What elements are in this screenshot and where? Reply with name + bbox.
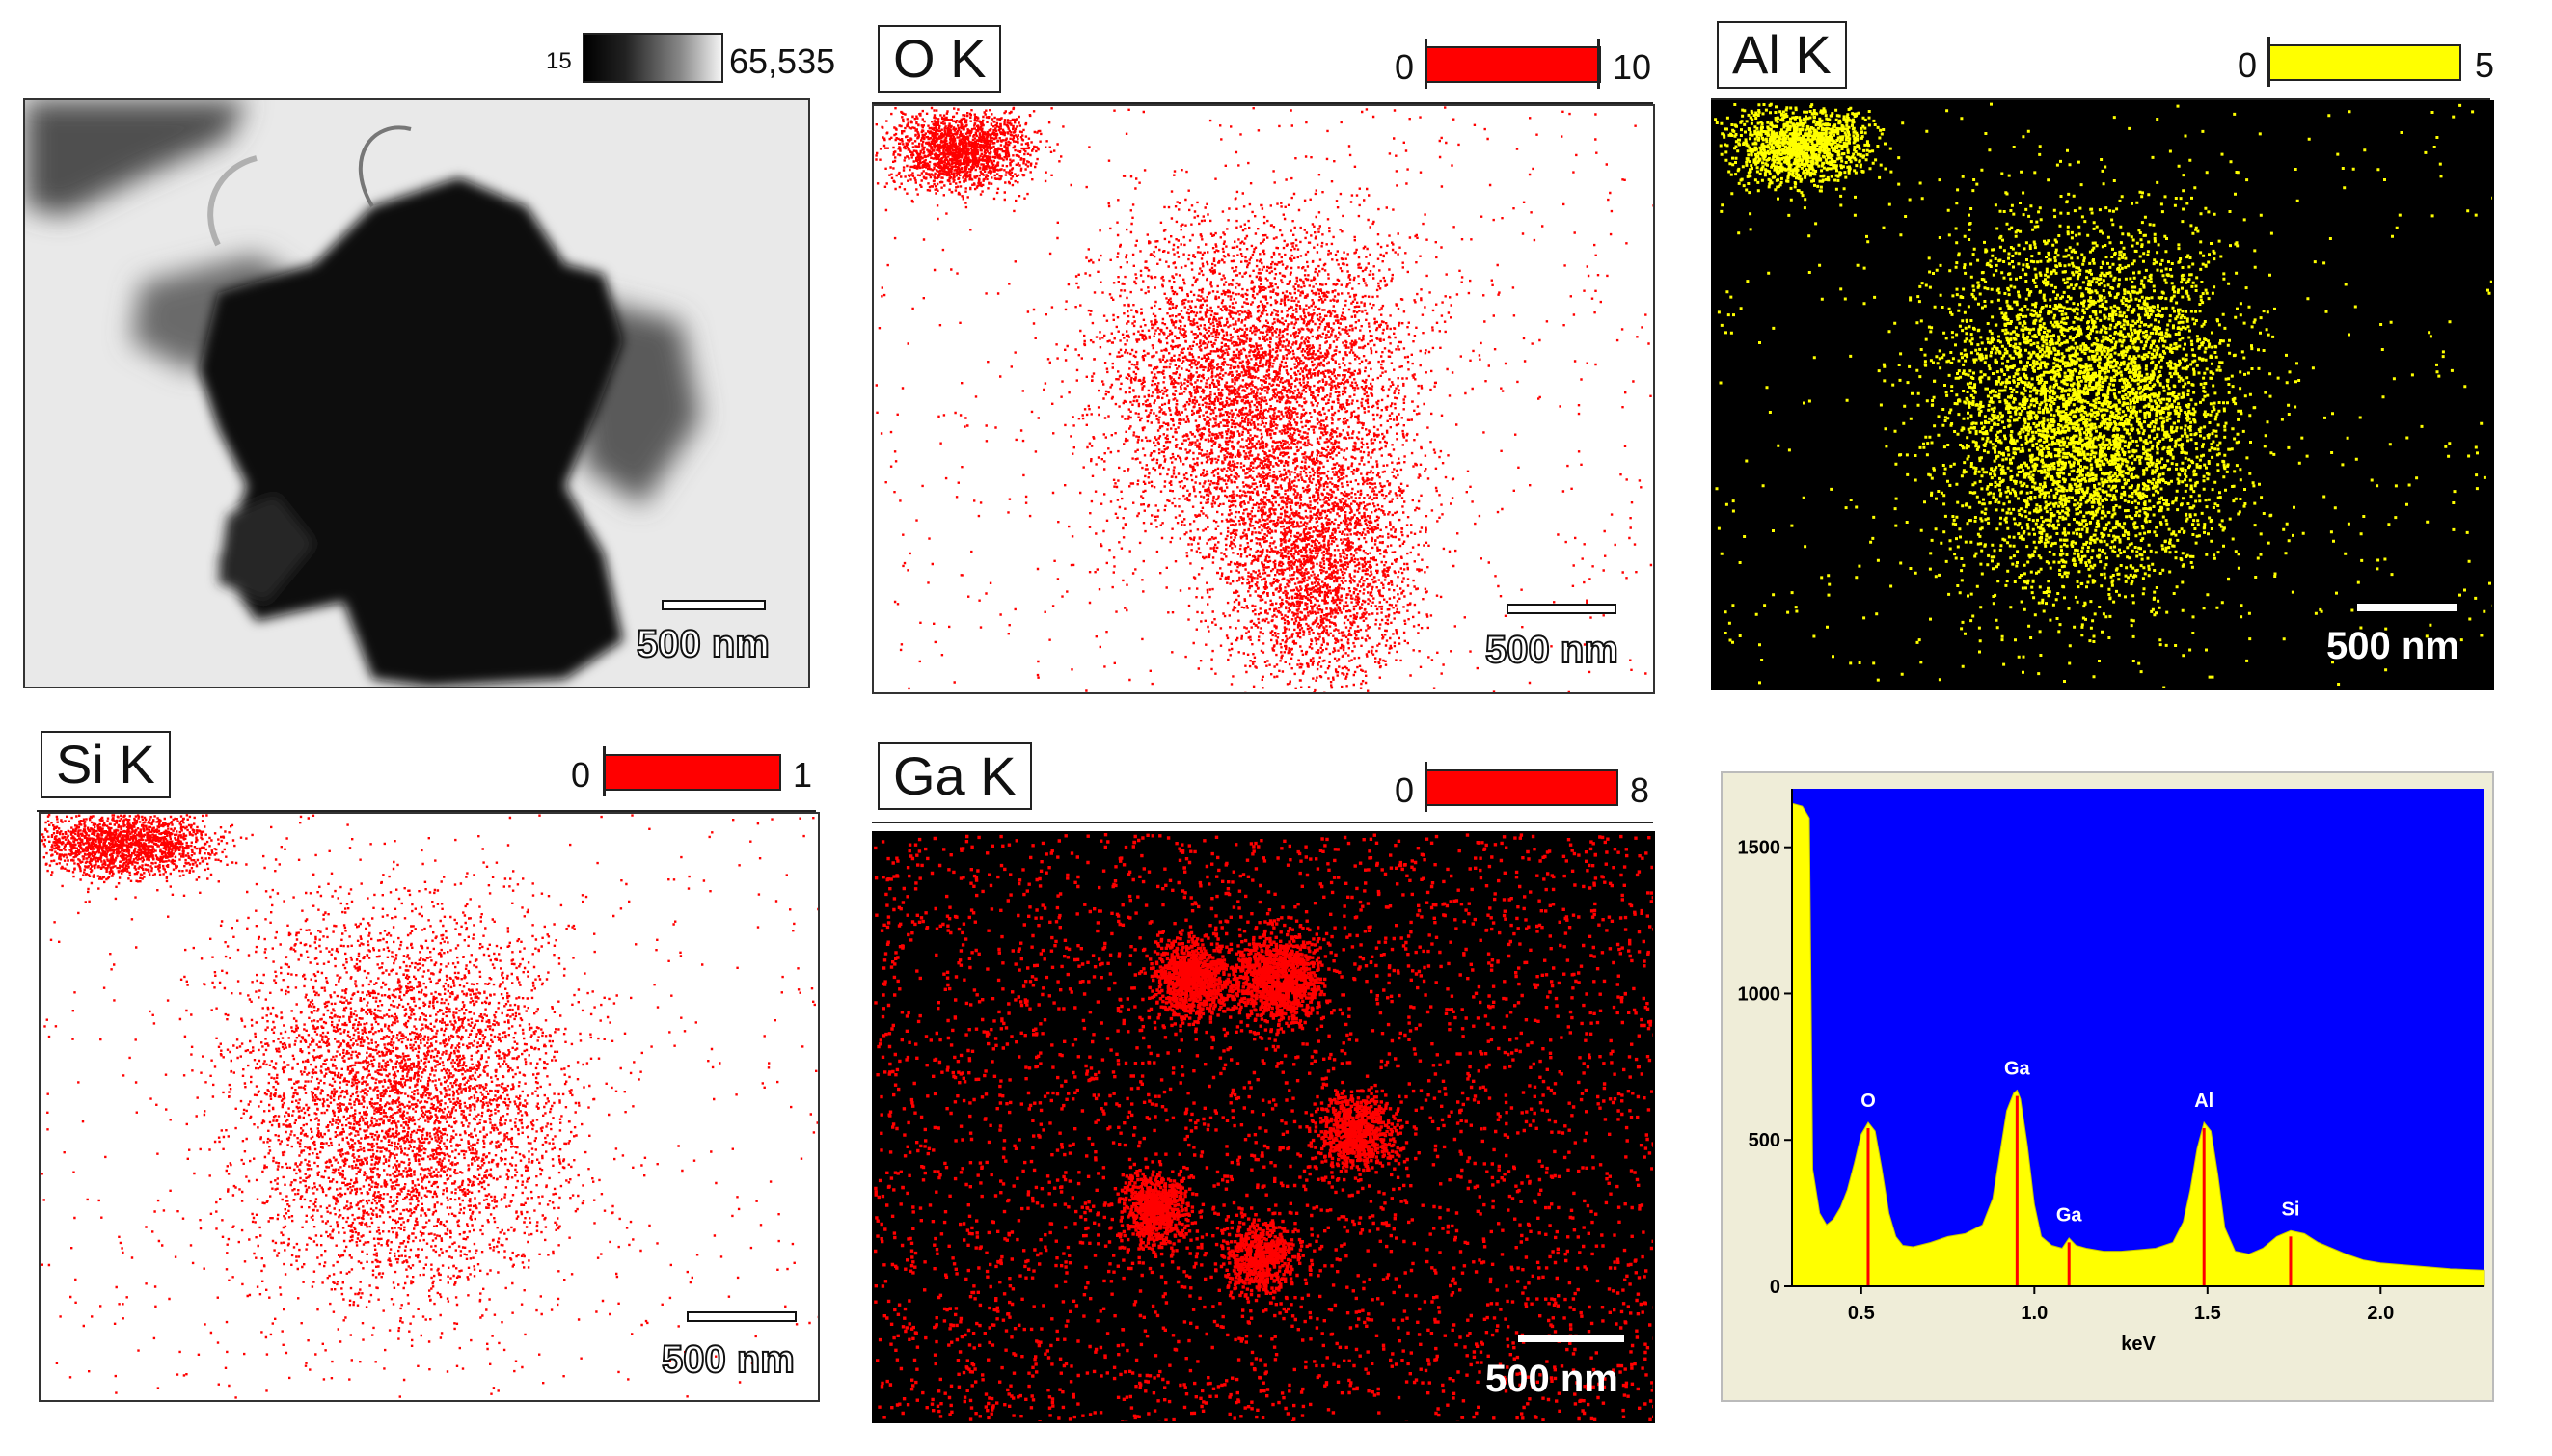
si-colorbar-max: 1 xyxy=(793,755,813,795)
x-tick-label-1: 1.0 xyxy=(2021,1303,2048,1324)
o-colorbar-min: 0 xyxy=(1395,47,1415,87)
peak-label-2: Ga xyxy=(2056,1204,2083,1226)
peak-label-0: O xyxy=(1860,1091,1876,1112)
x-tick-label-3: 2.0 xyxy=(2367,1303,2394,1324)
o-scale-label: 500 nm xyxy=(1484,628,1619,672)
tem-colorbar xyxy=(583,33,723,83)
eds-spectrum-chart: O Ga Ga Al Si 0 500 1000 1500 0.5 1.0 1.5 2.0 keV xyxy=(1738,789,2485,1355)
o-colorbar-max: 10 xyxy=(1613,47,1652,87)
al-colorbar-min: 0 xyxy=(2238,45,2258,85)
ga-colorbar-min: 0 xyxy=(1395,770,1415,810)
ga-colorbar xyxy=(1425,769,1618,806)
si-k-map xyxy=(39,812,820,1402)
si-colorbar-min: 0 xyxy=(571,755,591,795)
o-k-label: O K xyxy=(878,25,1002,93)
peak-label-3: Al xyxy=(2194,1091,2213,1112)
map-si-dots xyxy=(41,814,818,1399)
tem-image xyxy=(23,98,810,688)
plot-area xyxy=(1792,789,2484,1286)
ga-scale-label: 500 nm xyxy=(1485,1358,1618,1400)
al-k-map xyxy=(1711,100,2494,690)
al-scale-label: 500 nm xyxy=(2326,625,2459,667)
y-tick-label-0: 0 xyxy=(1770,1277,1780,1298)
tem-colorbar-min: 15 xyxy=(546,48,572,74)
spectrum-area xyxy=(1791,802,2485,1287)
si-colorbar xyxy=(604,754,781,791)
o-k-map xyxy=(872,104,1655,694)
y-tick-label-1: 500 xyxy=(1749,1130,1780,1151)
al-colorbar xyxy=(2268,44,2461,81)
y-tick-label-3: 1500 xyxy=(1738,838,1781,859)
y-tick-label-2: 1000 xyxy=(1738,984,1781,1005)
si-scale-label: 500 nm xyxy=(661,1337,796,1382)
ga-k-label: Ga K xyxy=(878,742,1032,810)
map-ga-dots xyxy=(874,833,1653,1421)
tem-colorbar-max: 65,535 xyxy=(729,41,836,81)
peak-label-4: Si xyxy=(2282,1199,2300,1220)
si-k-label: Si K xyxy=(41,731,171,798)
x-tick-label-2: 1.5 xyxy=(2194,1303,2221,1324)
peak-label-1: Ga xyxy=(2004,1059,2031,1080)
al-k-label: Al K xyxy=(1717,21,1847,89)
map-al-dots xyxy=(1714,102,2492,688)
eds-spectrum-panel: O Ga Ga Al Si 0 500 1000 1500 0.5 1.0 1.5 2.0 keV xyxy=(1721,771,2494,1402)
o-colorbar xyxy=(1425,46,1601,83)
ga-k-map xyxy=(872,831,1655,1423)
al-colorbar-max: 5 xyxy=(2475,45,2495,85)
tem-scale-label: 500 nm xyxy=(636,622,771,666)
x-tick-label-0: 0.5 xyxy=(1848,1303,1875,1324)
x-axis-label: keV xyxy=(2121,1334,2156,1355)
map-o-dots xyxy=(875,106,1653,692)
ga-colorbar-max: 8 xyxy=(1630,770,1650,810)
